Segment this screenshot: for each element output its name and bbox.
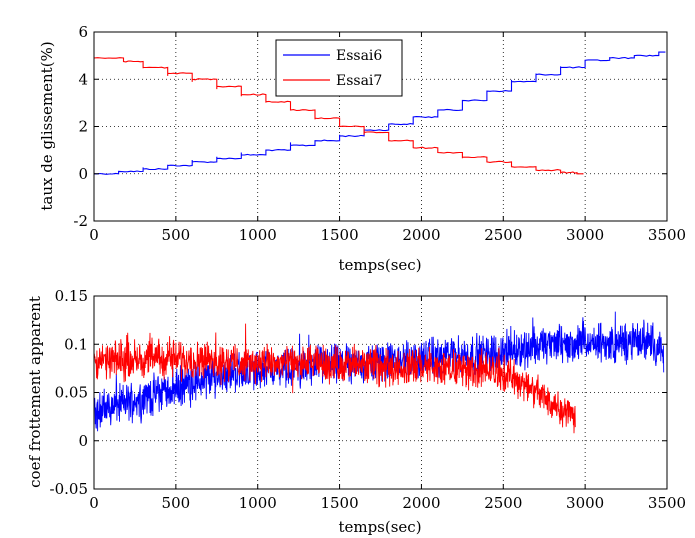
top-ytick-label: 0 [78,165,88,183]
top-xtick-label: 2000 [402,226,440,244]
bottom-chart-friction-coefficient: 0 500 1000 1500 2000 2500 3000 3500-0.0500.050.… [26,287,686,536]
bottom-xtick-label: 1000 [239,494,277,512]
bottom-xtick-label: 0 [89,494,99,512]
bottom-ytick-label: -0.05 [50,480,88,498]
bottom-xtick-label: 1500 [320,494,358,512]
bottom-xtick-label: 3000 [566,494,604,512]
top-series-layer [93,51,666,175]
top-ytick-label: 4 [78,70,88,88]
bottom-series-essai6 [93,311,665,432]
top-xtick-label: 1500 [320,226,358,244]
top-series-essai7 [93,57,584,175]
top-xtick-label: 1000 [239,226,277,244]
top-ytick-label: 2 [78,118,88,136]
legend-essai7-label: Essai7 [336,73,382,89]
top-series-essai6 [93,51,666,175]
top-legend: Essai6 Essai7 [275,39,403,97]
top-xtick-label: 0 [89,226,99,244]
top-xtick-label: 500 [162,226,191,244]
bottom-ticks: 0 500 1000 1500 2000 2500 3000 3500-0.0500.050.… [50,287,687,512]
bottom-xtick-label: 2500 [484,494,522,512]
bottom-xtick-label: 3500 [648,494,686,512]
top-xtick-label: 2500 [484,226,522,244]
bottom-xtick-label: 2000 [402,494,440,512]
top-xtick-label: 3500 [648,226,686,244]
legend-box [275,39,403,97]
top-xtick-label: 3000 [566,226,604,244]
bottom-ytick-label: 0.05 [55,384,88,402]
legend-essai6-label: Essai6 [336,48,382,64]
top-ylabel: taux de glissement(%) [38,41,56,210]
top-ytick-label: 6 [78,23,88,41]
bottom-ytick-label: 0.1 [64,335,88,353]
bottom-series-essai7 [93,323,576,434]
bottom-ylabel: coef frottement apparent [26,296,44,488]
bottom-xlabel: temps(sec) [338,518,421,536]
bottom-ytick-label: 0.15 [55,287,88,305]
bottom-ytick-label: 0 [78,432,88,450]
bottom-series-layer [93,311,665,434]
bottom-xtick-label: 500 [162,494,191,512]
top-ytick-label: -2 [73,212,88,230]
top-xlabel: temps(sec) [338,256,421,274]
